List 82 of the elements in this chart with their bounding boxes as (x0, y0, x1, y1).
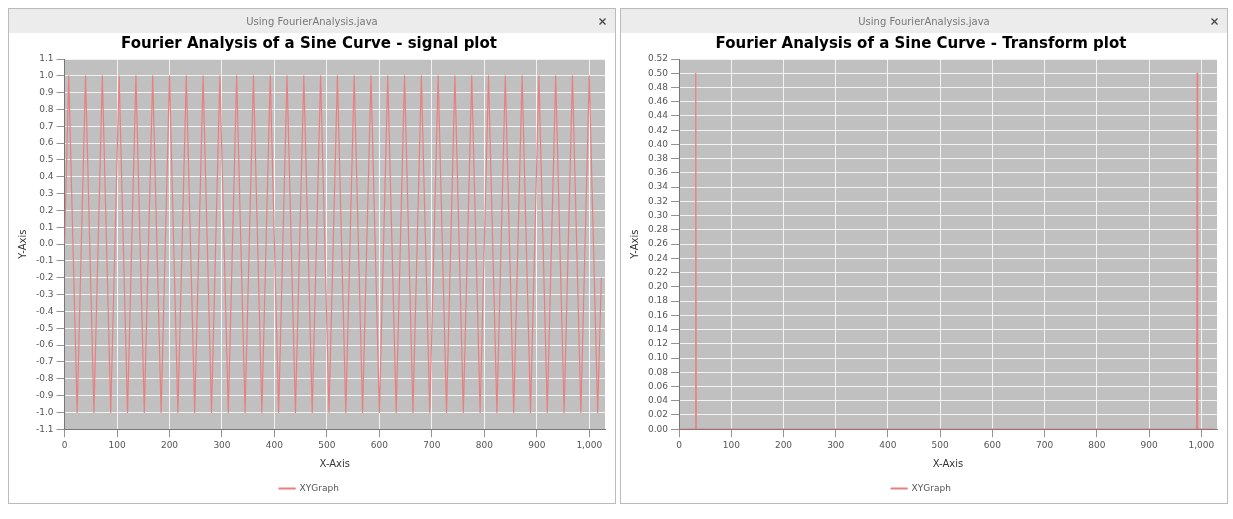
x-tick-label: 400 (879, 439, 897, 450)
y-tick-label: 1.1 (39, 53, 54, 64)
y-tick-label: 0.16 (647, 309, 669, 320)
x-tick-label: 300 (827, 439, 845, 450)
y-tick-label: 0.06 (647, 380, 669, 391)
y-tick-label: 1.0 (39, 70, 54, 81)
y-tick-label: -0.5 (36, 322, 54, 333)
y-tick-label: 0.8 (39, 103, 54, 114)
y-tick-label: 0.1 (39, 221, 54, 232)
y-tick-label: 0.30 (647, 209, 669, 220)
x-tick-label: 800 (475, 439, 494, 450)
text: Using FourierAnalysis.java (246, 15, 378, 27)
y-axis-title: Y-Axis (16, 229, 28, 260)
y-tick-label: -0.3 (36, 288, 54, 299)
y-tick-label: 0.24 (647, 252, 669, 263)
y-tick-label: -0.4 (36, 305, 54, 316)
y-tick-label: 0.04 (647, 395, 669, 406)
x-tick-label: 500 (931, 439, 950, 450)
y-tick-label: 0.22 (647, 266, 669, 277)
x-tick-label: 900 (1140, 439, 1158, 450)
y-tick-label: -1.1 (36, 423, 54, 434)
y-tick-label: -0.1 (36, 255, 54, 266)
x-tick-label: 900 (528, 439, 546, 450)
y-tick-label: 0.9 (39, 87, 54, 97)
x-tick-label: 600 (370, 439, 389, 450)
y-tick-label: 0.14 (647, 323, 669, 334)
x-tick-label: 600 (983, 439, 1002, 450)
y-tick-label: 0.20 (647, 281, 669, 292)
y-tick-label: -1.0 (36, 406, 54, 417)
y-tick-label: 0.08 (647, 366, 669, 377)
y-tick-label: 0.38 (647, 153, 669, 164)
y-tick-label: 0.26 (647, 238, 669, 249)
y-tick-label: 0.44 (647, 110, 669, 121)
y-tick-label: 0.0 (39, 238, 54, 249)
y-tick-label: 0.34 (647, 181, 669, 192)
y-tick-label: 0.18 (647, 295, 669, 306)
y-tick-label: 0.4 (39, 171, 54, 182)
chart-title: Fourier Analysis of a Sine Curve - signal plot (121, 33, 497, 52)
x-tick-label: 0 (61, 439, 68, 450)
x-tick-label: 200 (160, 439, 179, 450)
y-tick-label: 0.10 (647, 352, 669, 363)
y-tick-label: 0.6 (39, 137, 54, 148)
legend-label: XYGraph (299, 482, 339, 493)
x-tick-label: 700 (1036, 439, 1054, 450)
y-tick-label: 0.36 (647, 167, 669, 178)
x-tick-label: 800 (1088, 439, 1106, 450)
x-tick-label: 0 (676, 439, 683, 450)
y-tick-label: 0.5 (39, 154, 54, 165)
y-tick-label: 0.32 (647, 195, 669, 206)
y-tick-label: 0.00 (647, 423, 669, 434)
y-tick-label: -0.6 (36, 339, 54, 350)
y-tick-label: 0.46 (647, 96, 669, 107)
legend-label: XYGraph (911, 482, 951, 493)
x-tick-label: 1,000 (1188, 439, 1215, 450)
x-tick-label: 100 (108, 439, 126, 450)
y-tick-label: 0.02 (647, 409, 669, 420)
y-tick-label: 0.12 (647, 338, 669, 349)
y-tick-label: -0.8 (36, 373, 54, 384)
x-tick-label: 700 (423, 439, 441, 450)
x-axis-title: X-Axis (319, 457, 351, 469)
y-tick-label: 0.50 (647, 67, 669, 78)
y-tick-label: 0.28 (647, 224, 669, 235)
x-tick-label: 200 (774, 439, 793, 450)
x-tick-label: 300 (213, 439, 231, 450)
y-tick-label: 0.7 (39, 120, 54, 131)
y-tick-label: -0.9 (36, 389, 54, 400)
y-tick-label: 0.3 (39, 187, 54, 198)
x-tick-label: 400 (265, 439, 284, 450)
y-tick-label: 0.52 (647, 53, 669, 64)
y-tick-label: -0.2 (36, 272, 54, 283)
y-tick-label: 0.40 (647, 138, 669, 149)
text: Using FourierAnalysis.java (858, 15, 990, 27)
y-tick-label: 0.2 (39, 204, 54, 215)
x-tick-label: 500 (318, 439, 336, 450)
chart-title: Fourier Analysis of a Sine Curve - Transform plot (715, 33, 1127, 52)
y-tick-label: 0.42 (647, 124, 669, 135)
x-tick-label: 1,000 (576, 439, 603, 450)
y-tick-label: -0.7 (36, 356, 54, 367)
y-axis-title: Y-Axis (628, 229, 640, 260)
x-tick-label: 100 (722, 439, 741, 450)
y-tick-label: 0.48 (647, 81, 669, 92)
x-axis-title: X-Axis (932, 457, 964, 469)
